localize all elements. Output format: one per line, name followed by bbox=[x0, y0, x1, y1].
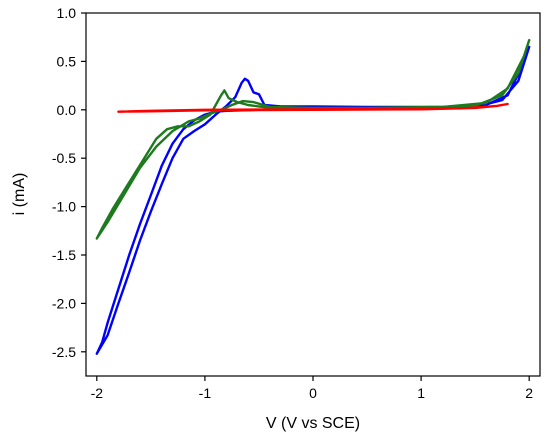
x-tick-label: -1 bbox=[199, 385, 212, 401]
y-tick-label: 0.0 bbox=[57, 102, 77, 118]
series-line-1 bbox=[95, 45, 531, 355]
y-tick-label: 1.0 bbox=[57, 5, 77, 21]
y-tick-label: -2.5 bbox=[52, 344, 76, 360]
y-tick-label: -2.0 bbox=[52, 295, 76, 311]
y-tick-label: -1.0 bbox=[52, 199, 76, 215]
x-tick-label: 1 bbox=[417, 385, 425, 401]
y-tick-label: -1.5 bbox=[52, 247, 76, 263]
ticks bbox=[81, 12, 530, 381]
x-tick-label: 0 bbox=[309, 385, 317, 401]
y-tick-label: -0.5 bbox=[52, 150, 76, 166]
plot-frame bbox=[85, 12, 541, 377]
x-tick-label: -2 bbox=[91, 385, 104, 401]
series-line-2 bbox=[95, 38, 531, 240]
x-tick-label: 2 bbox=[525, 385, 533, 401]
y-axis-label: i (mA) bbox=[11, 173, 28, 216]
x-axis-label: V (V vs SCE) bbox=[266, 415, 360, 432]
tick-labels: -2 -1 0 1 2 1.0 0.5 0.0 -0.5 -1.0 -1.5 -2.0 -2.5 bbox=[52, 5, 533, 401]
series-group bbox=[95, 38, 531, 355]
series-line-3 bbox=[117, 102, 509, 113]
y-tick-label: 0.5 bbox=[57, 53, 77, 69]
